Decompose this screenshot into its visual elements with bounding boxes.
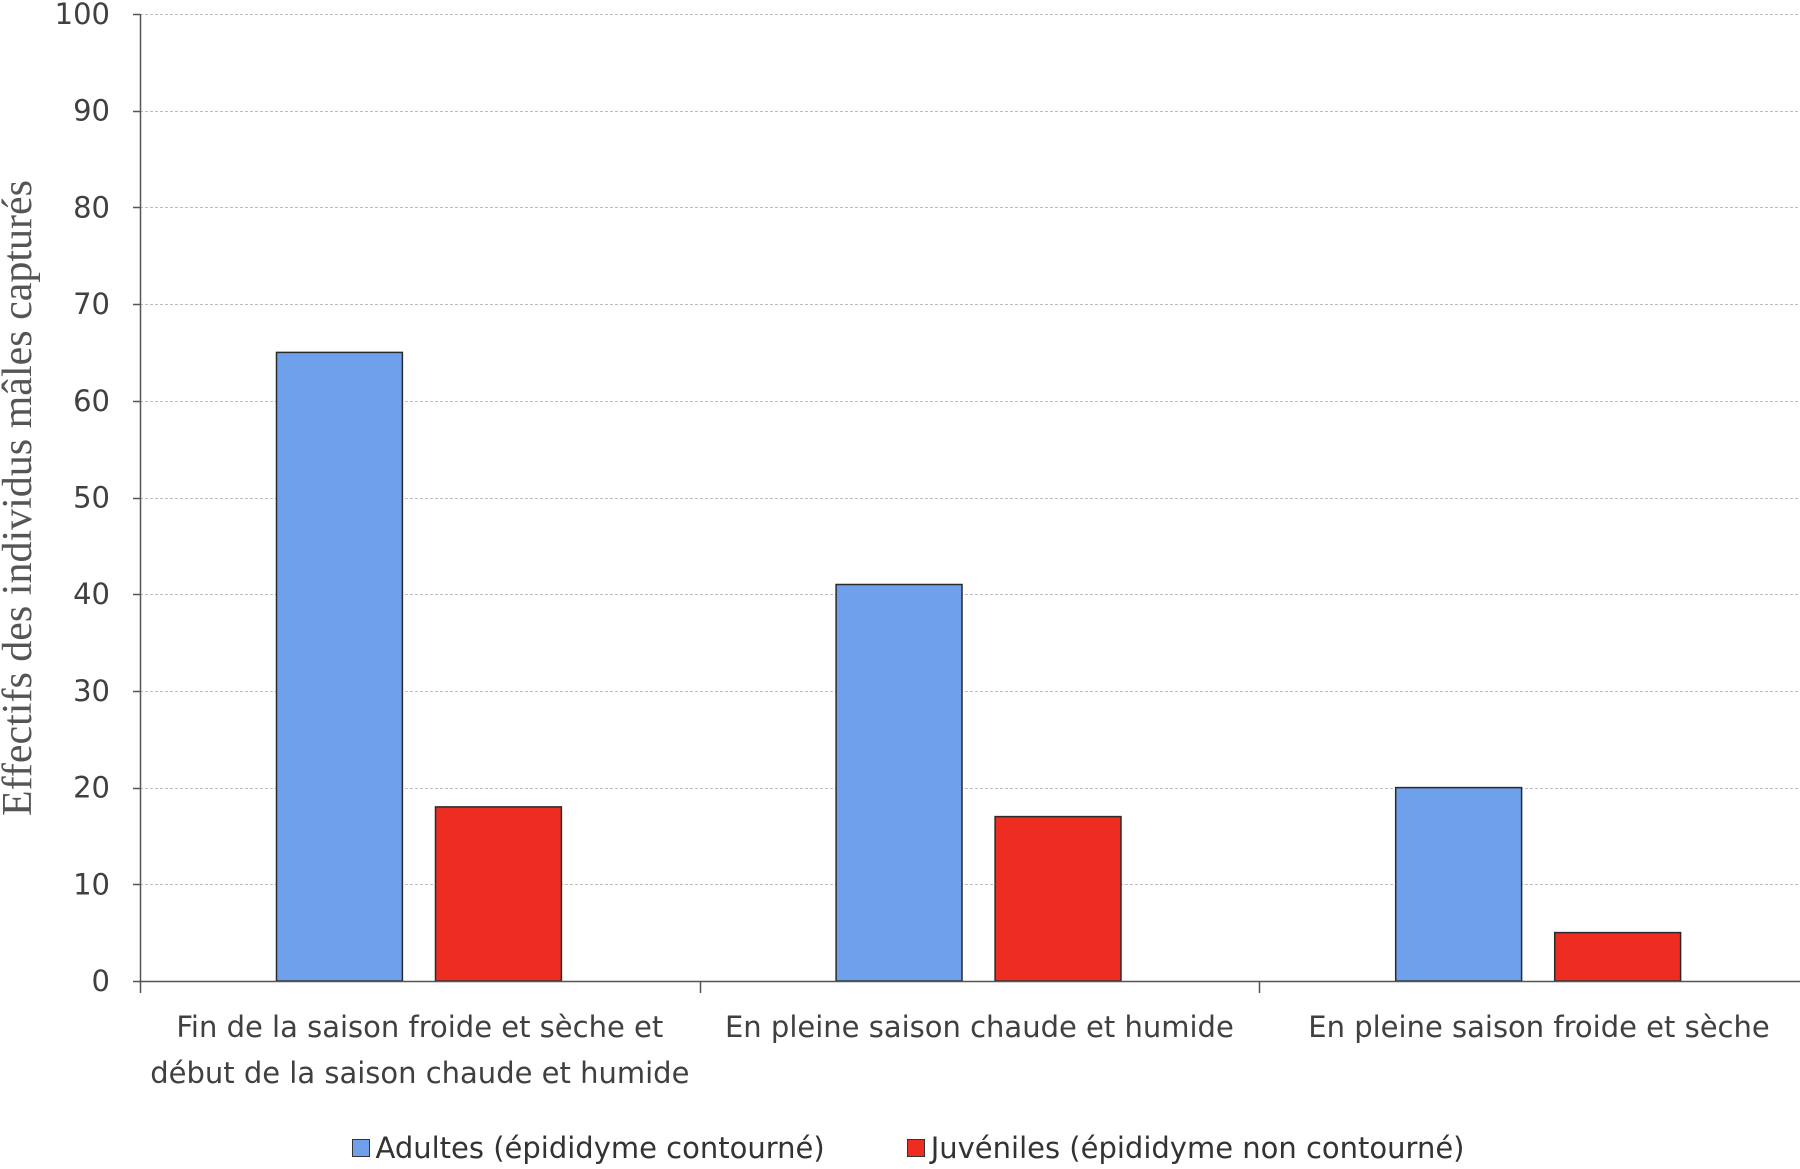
bar-series-1-category-2 <box>835 583 963 982</box>
y-tick-label: 30 <box>73 674 110 708</box>
y-tick-label: 10 <box>73 867 110 901</box>
legend-label-juveniles: Juvéniles (épididyme non contourné) <box>930 1131 1465 1165</box>
x-tick-label: En pleine saison chaude et humide <box>724 1010 1234 1044</box>
x-tick-label: Fin de la saison froide et sèche et débu… <box>150 1010 690 1090</box>
bar-series-2-category-1 <box>434 806 563 982</box>
legend-item-adultes: Adultes (épididyme contourné) <box>351 1131 825 1165</box>
y-tick-label: 80 <box>73 190 110 224</box>
legend-item-juveniles: Juvéniles (épididyme non contourné) <box>906 1131 1465 1165</box>
y-tick-label: 70 <box>73 287 110 321</box>
legend: Adultes (épididyme contourné) Juvéniles … <box>0 1131 1800 1165</box>
legend-swatch-juveniles <box>906 1139 925 1157</box>
y-tick-label: 50 <box>73 481 110 515</box>
y-tick-label: 60 <box>73 384 110 418</box>
y-tick-label: 90 <box>73 94 110 128</box>
bar-series-1-category-1 <box>275 351 404 982</box>
y-tick-label: 20 <box>73 771 110 805</box>
bar-series-2-category-2 <box>994 815 1122 982</box>
y-tick-label: 40 <box>73 577 110 611</box>
legend-label-adultes: Adultes (épididyme contourné) <box>375 1131 825 1165</box>
y-tick-label: 100 <box>55 0 110 31</box>
y-axis-label: Effectifs des individus mâles capturés <box>0 180 41 816</box>
x-tick-label: En pleine saison froide et sèche <box>1308 1010 1770 1044</box>
bar-series-2-category-3 <box>1553 931 1682 982</box>
y-tick-label: 0 <box>92 964 110 998</box>
legend-swatch-adultes <box>351 1139 370 1157</box>
bar-series-1-category-3 <box>1394 786 1523 982</box>
